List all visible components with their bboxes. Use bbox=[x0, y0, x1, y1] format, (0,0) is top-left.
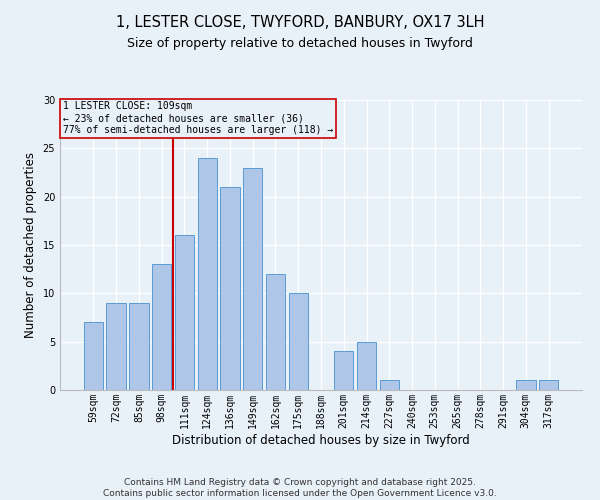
Bar bbox=[357, 342, 376, 390]
Y-axis label: Number of detached properties: Number of detached properties bbox=[24, 152, 37, 338]
Bar bbox=[84, 322, 103, 390]
Bar bbox=[334, 352, 353, 390]
Bar bbox=[380, 380, 399, 390]
Bar bbox=[197, 158, 217, 390]
Text: 1, LESTER CLOSE, TWYFORD, BANBURY, OX17 3LH: 1, LESTER CLOSE, TWYFORD, BANBURY, OX17 … bbox=[116, 15, 484, 30]
Bar bbox=[289, 294, 308, 390]
Bar bbox=[220, 187, 239, 390]
Bar bbox=[129, 303, 149, 390]
Bar bbox=[266, 274, 285, 390]
Text: 1 LESTER CLOSE: 109sqm
← 23% of detached houses are smaller (36)
77% of semi-det: 1 LESTER CLOSE: 109sqm ← 23% of detached… bbox=[62, 102, 333, 134]
Bar bbox=[152, 264, 172, 390]
Text: Size of property relative to detached houses in Twyford: Size of property relative to detached ho… bbox=[127, 38, 473, 51]
Bar bbox=[539, 380, 558, 390]
Bar bbox=[175, 236, 194, 390]
Bar bbox=[243, 168, 262, 390]
X-axis label: Distribution of detached houses by size in Twyford: Distribution of detached houses by size … bbox=[172, 434, 470, 446]
Bar bbox=[516, 380, 536, 390]
Text: Contains HM Land Registry data © Crown copyright and database right 2025.
Contai: Contains HM Land Registry data © Crown c… bbox=[103, 478, 497, 498]
Bar bbox=[106, 303, 126, 390]
